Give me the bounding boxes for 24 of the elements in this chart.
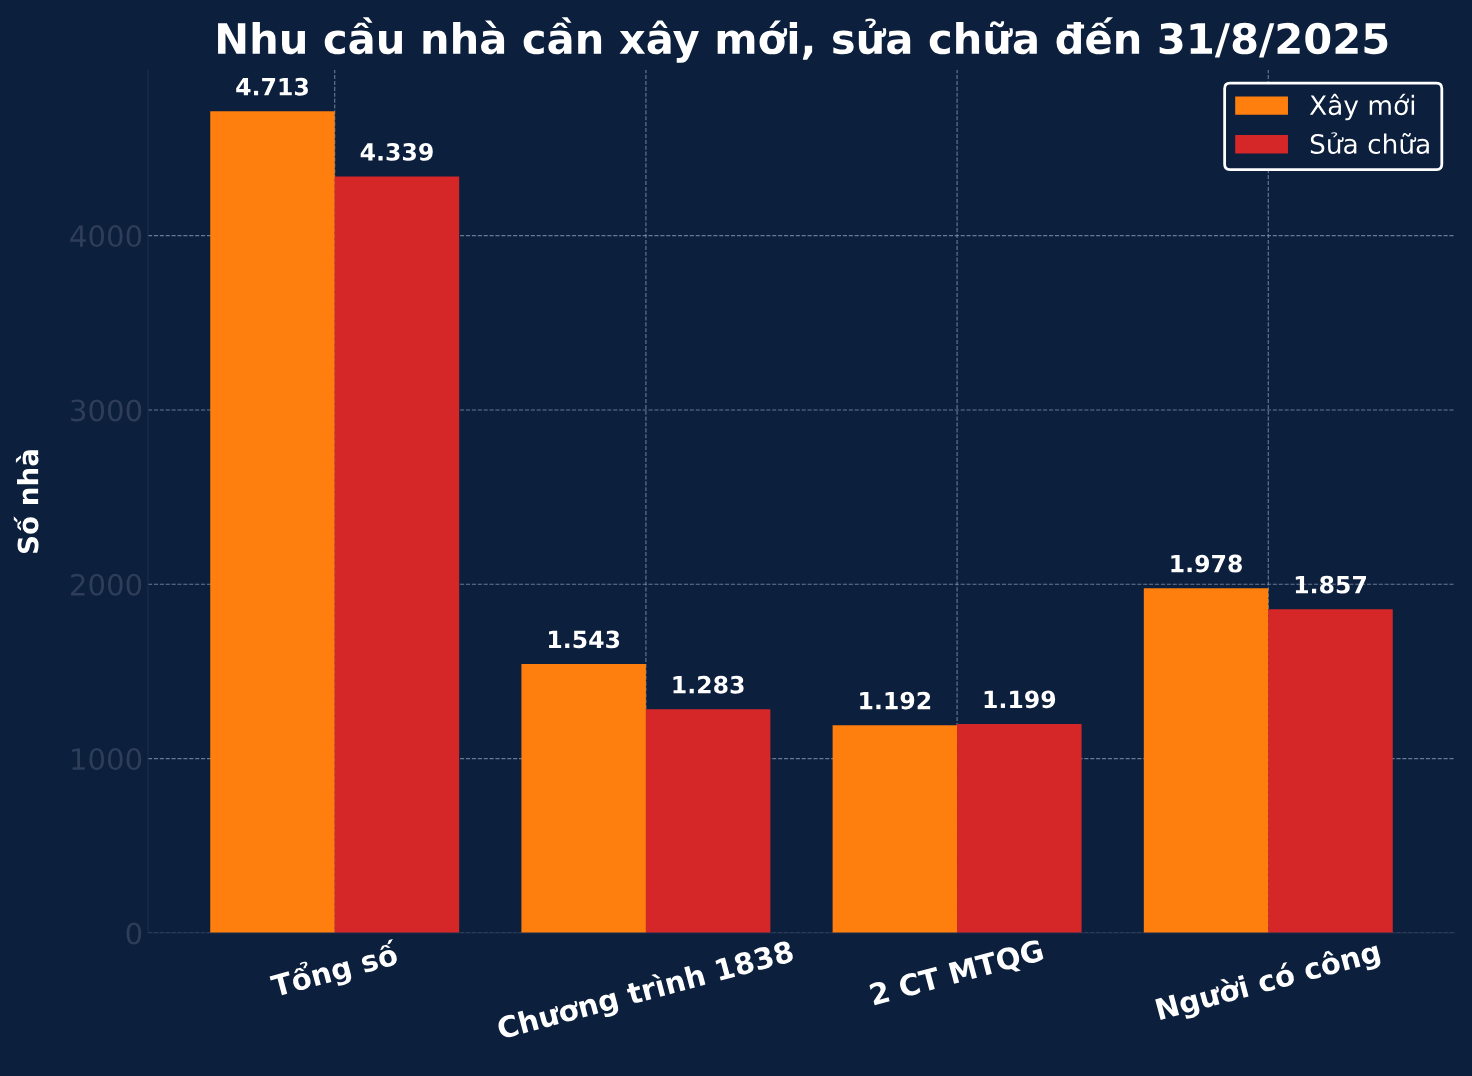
data-label: 1.857 [1295,575,1366,594]
y-axis-title: Số nhà [13,450,39,554]
bar [957,723,1082,933]
legend-label: Sửa chữa [1310,132,1429,154]
chart-title: Nhu cầu nhà cần xây mới, sửa chữa đến 31/8/2025 [218,17,1388,63]
x-tick-label: Tổng số [268,937,402,1004]
data-label: 4.339 [360,142,433,161]
data-label: 1.978 [1171,554,1242,573]
x-tick-label: Chương trình 1838 [495,938,796,1046]
data-label: 1.283 [673,675,744,694]
bar [645,709,771,933]
bar [521,663,646,933]
x-tick-label: Người có công [1154,938,1383,1027]
bar [334,176,460,933]
data-label: 4.713 [236,77,308,96]
bar [1143,588,1269,933]
data-label: 1.192 [860,691,931,710]
bar [832,725,958,933]
data-label: 1.199 [984,690,1056,709]
data-label: 1.543 [548,630,620,649]
bar [1268,609,1393,933]
legend-label: Xây mới [1309,93,1415,121]
bar [210,111,335,933]
x-tick-label: 2 CT MTQG [869,938,1045,1010]
